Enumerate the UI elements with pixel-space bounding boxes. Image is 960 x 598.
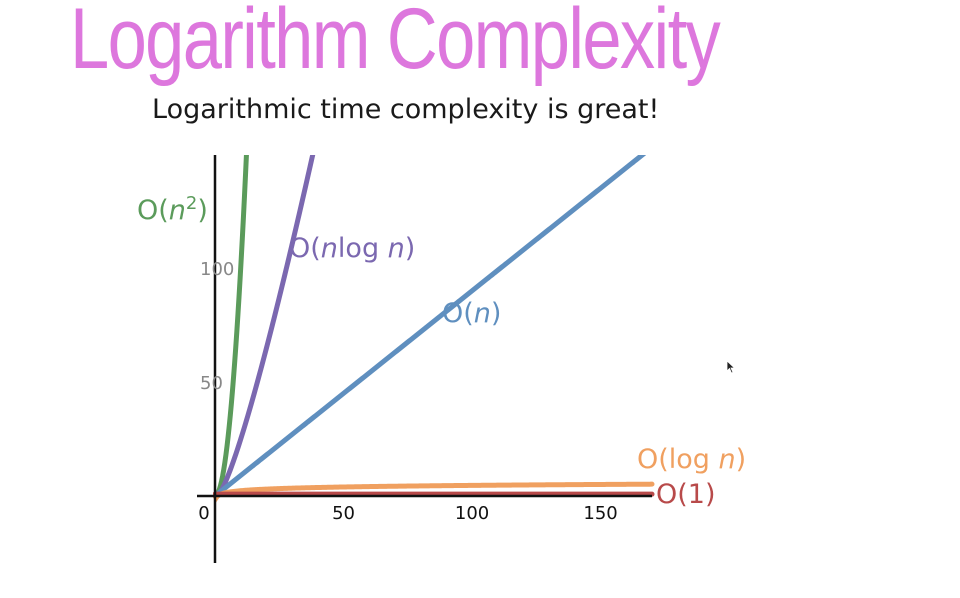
label-layer: O(n2) O(nlog n) O(n) O(log n) O(1) [137,193,746,510]
series-label-2: O(n) [442,298,501,329]
series-line-3 [213,481,655,503]
y-tick-label: 100 [200,259,234,280]
mouse-cursor-icon [726,360,736,374]
series-layer [213,155,655,503]
series-line-1 [213,155,316,500]
series-label-1: O(nlog n) [289,233,415,264]
series-label-4: O(1) [656,479,716,510]
page-title: Logarithm Complexity [70,0,721,87]
series-label-0: O(n2) [137,193,208,226]
y-tick-label: 50 [200,373,223,394]
x-tick-label: 150 [583,503,617,524]
series-line-2 [213,155,647,499]
series-label-3: O(log n) [637,444,746,475]
x-tick-label: 0 [198,503,209,524]
x-tick-label: 50 [332,503,355,524]
series-line-0 [213,155,249,499]
x-tick-label: 100 [455,503,489,524]
page-subtitle: Logarithmic time complexity is great! [152,94,660,125]
axis-layer: 0 50 100 150 50 100 [197,155,652,563]
